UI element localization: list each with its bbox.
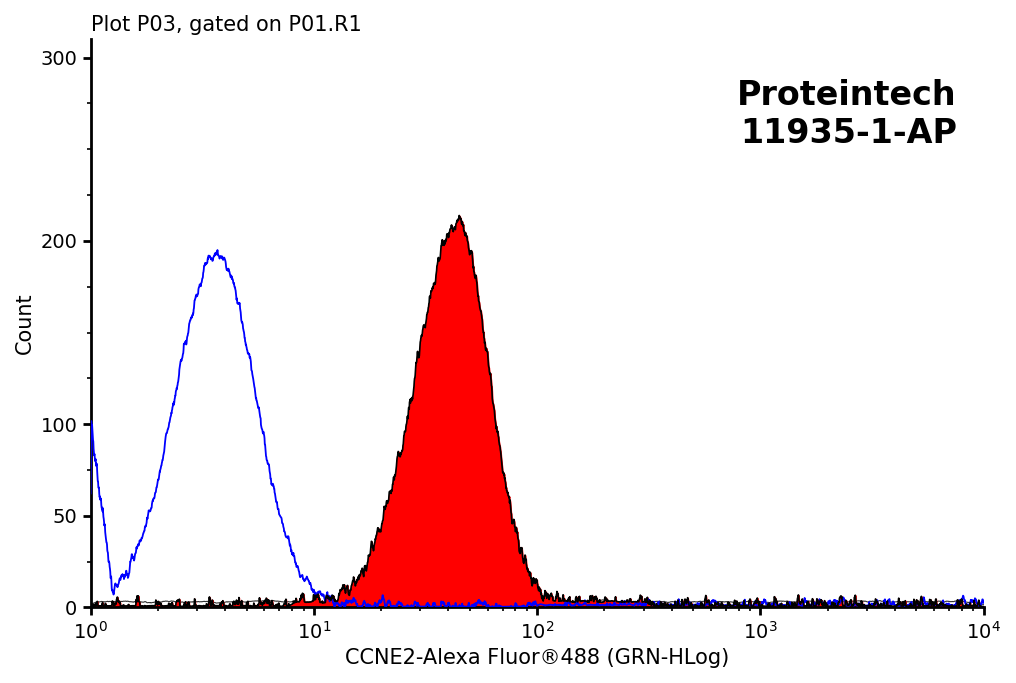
X-axis label: CCNE2-Alexa Fluor®488 (GRN-HLog): CCNE2-Alexa Fluor®488 (GRN-HLog) <box>345 648 729 668</box>
Text: Plot P03, gated on P01.R1: Plot P03, gated on P01.R1 <box>90 15 362 35</box>
Y-axis label: Count: Count <box>15 292 35 354</box>
Text: Proteintech
11935-1-AP: Proteintech 11935-1-AP <box>738 79 957 150</box>
